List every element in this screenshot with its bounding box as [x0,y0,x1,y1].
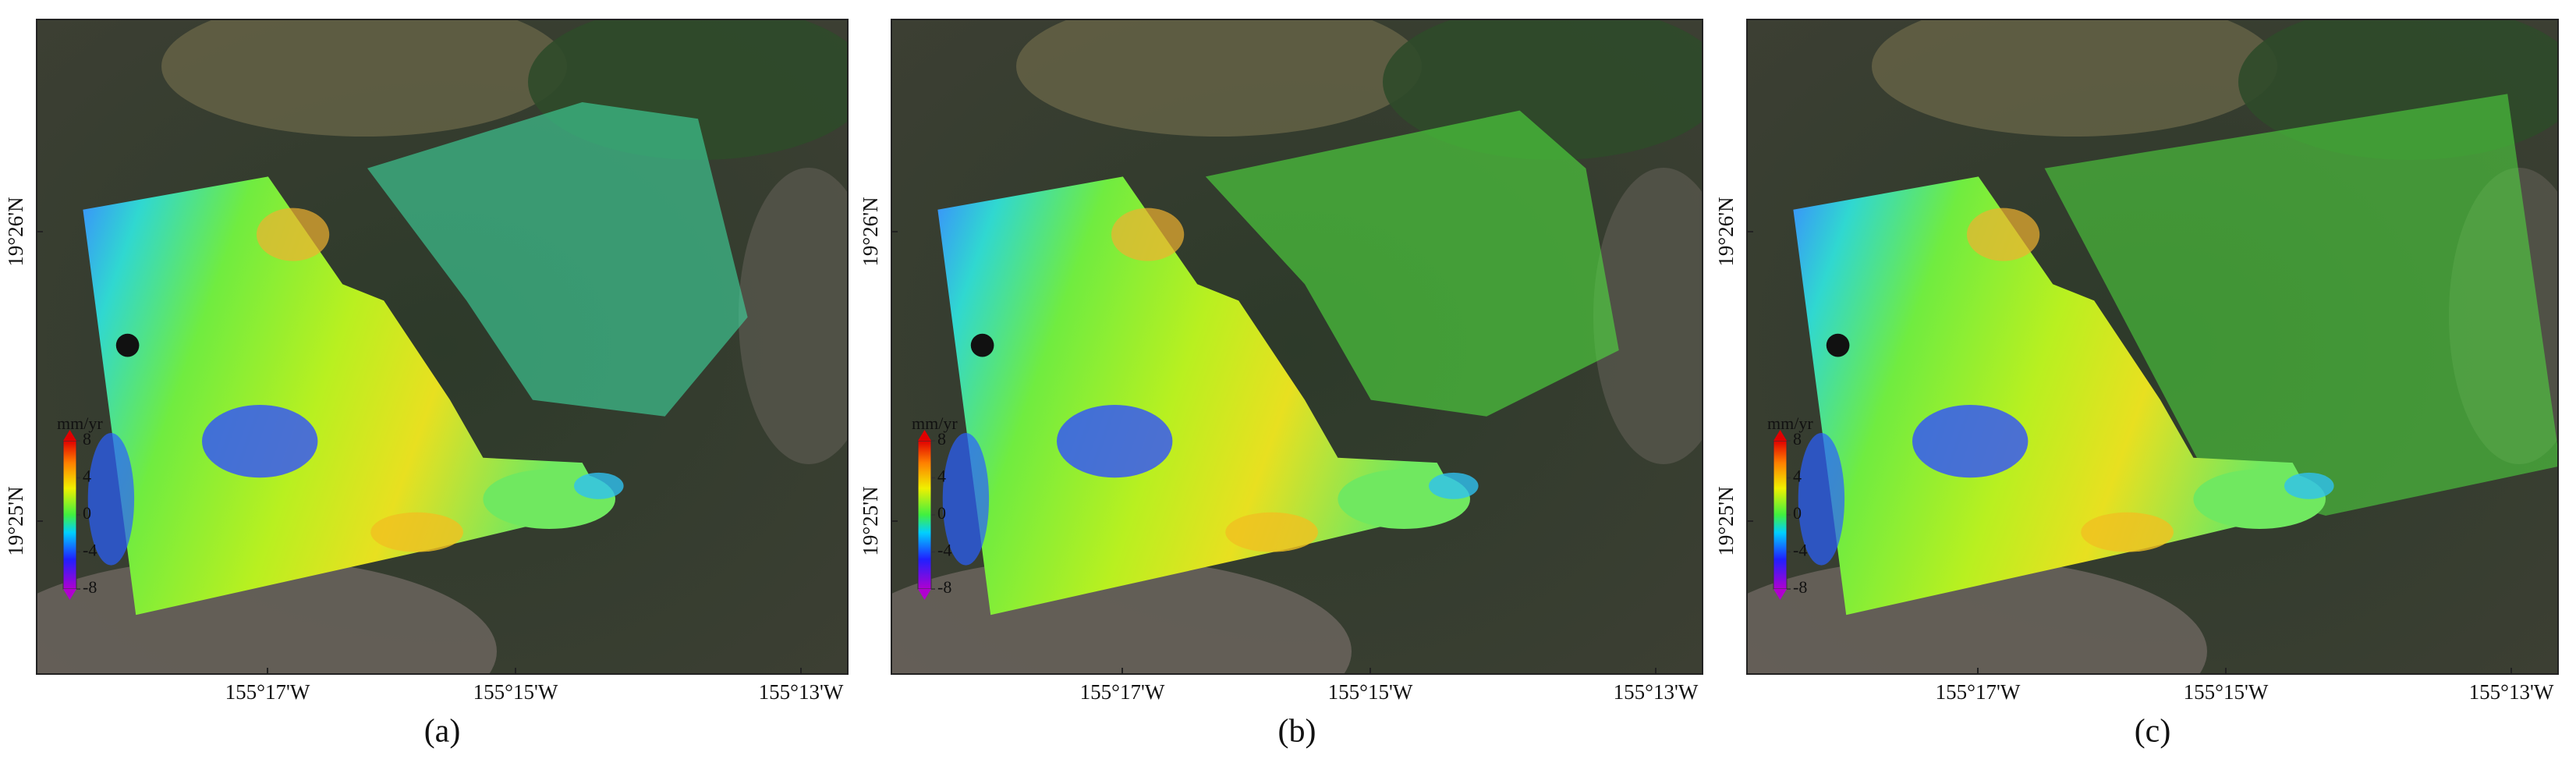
colorbar [1773,440,1788,590]
town [1593,168,1703,464]
panel-caption: (c) [2135,714,2171,750]
colorbar-unit: mm/yr [912,413,958,433]
colorbar-tick-label: 8 [83,429,91,449]
pasture [161,20,567,137]
colorbar-cap-top [63,430,76,441]
y-axis-label: 19°26'N [859,197,882,266]
colorbar-tick-label: -8 [83,577,97,597]
colorbar [917,440,932,590]
subsidence [1057,404,1173,478]
colorbar-tick-label: -4 [1793,541,1807,560]
colorbar-unit: mm/yr [57,413,103,433]
y-axis-label: 19°26'N [1714,197,1738,266]
deformation-area [83,176,608,616]
panel: mm/yr8 4 0 -4 -8 155°17'W 155°15'W 155°13'W 19°2… [1714,19,2559,750]
cyan-patch [1429,472,1479,499]
colorbar-tick-label: 4 [937,467,946,486]
cyan-patch [2284,472,2334,499]
panel: mm/yr8 4 0 -4 -8 155°17'W 155°15'W 155°13'W 19°2… [859,19,1703,750]
uplift-north [1966,208,2040,261]
west-low [87,433,135,566]
x-axis-label: 155°17'W [1080,680,1165,704]
colorbar-cap-top [918,430,931,441]
x-axis-label: 155°13'W [1614,680,1699,704]
colorbar-tick-label: -8 [937,577,951,597]
hole [115,333,140,357]
x-axis-label: 155°15'W [473,680,558,704]
map-frame [1746,19,2559,675]
colorbar-tick-label: -8 [1793,577,1807,597]
colorbar-cap-bottom [918,589,931,600]
colorbar-tick-label: 0 [83,503,91,523]
uplift-north [1111,208,1185,261]
y-axis-label: 19°26'N [4,197,27,266]
pasture [1872,20,2277,137]
x-axis-label: 155°17'W [225,680,310,704]
x-axis-label: 155°15'W [2184,680,2269,704]
uplift [1225,512,1318,552]
sparse-deformation [2044,94,2558,516]
hole [1826,333,1850,357]
sparse-deformation [367,102,748,417]
map [1747,20,2558,674]
deformation-area [1793,176,2318,616]
colorbar [62,440,77,590]
town [739,168,848,464]
uplift [2081,512,2174,552]
west-low [1798,433,1845,566]
x-axis-label: 155°13'W [2469,680,2554,704]
colorbar-tick-label: 8 [1793,429,1802,449]
west-low [942,433,990,566]
sparse-deformation [1205,110,1619,417]
pasture [1016,20,1422,137]
hole [970,333,994,357]
subsidence [1912,404,2029,478]
colorbar-cap-bottom [63,589,76,600]
x-axis-label: 155°17'W [1936,680,2021,704]
colorbar-cap-top [1773,430,1787,441]
colorbar-tick-label: 0 [937,503,946,523]
subsidence [202,404,318,478]
x-axis-label: 155°13'W [759,680,844,704]
map [37,20,848,674]
y-axis-label: 19°25'N [1714,486,1738,555]
colorbar-tick-label: -4 [937,541,951,560]
deformation-area [937,176,1462,616]
y-axis-label: 19°25'N [859,486,882,555]
uplift [370,512,463,552]
map-frame [36,19,849,675]
colorbar-tick-label: 4 [1793,467,1802,486]
colorbar-tick-label: 0 [1793,503,1802,523]
uplift-north [256,208,330,261]
map [891,20,1703,674]
colorbar-tick-label: 4 [83,467,91,486]
cyan-patch [574,472,624,499]
map-frame [891,19,1703,675]
x-axis-label: 155°15'W [1328,680,1413,704]
colorbar-cap-bottom [1773,589,1787,600]
panel-caption: (a) [424,714,461,750]
panel-caption: (b) [1278,714,1316,750]
colorbar-tick-label: -4 [83,541,97,560]
colorbar-tick-label: 8 [937,429,946,449]
panel: mm/yr8 4 0 -4 -8 155°17'W 155°15'W 155°13'W 19°2… [4,19,849,750]
y-axis-label: 19°25'N [4,486,27,555]
colorbar-unit: mm/yr [1767,413,1813,433]
